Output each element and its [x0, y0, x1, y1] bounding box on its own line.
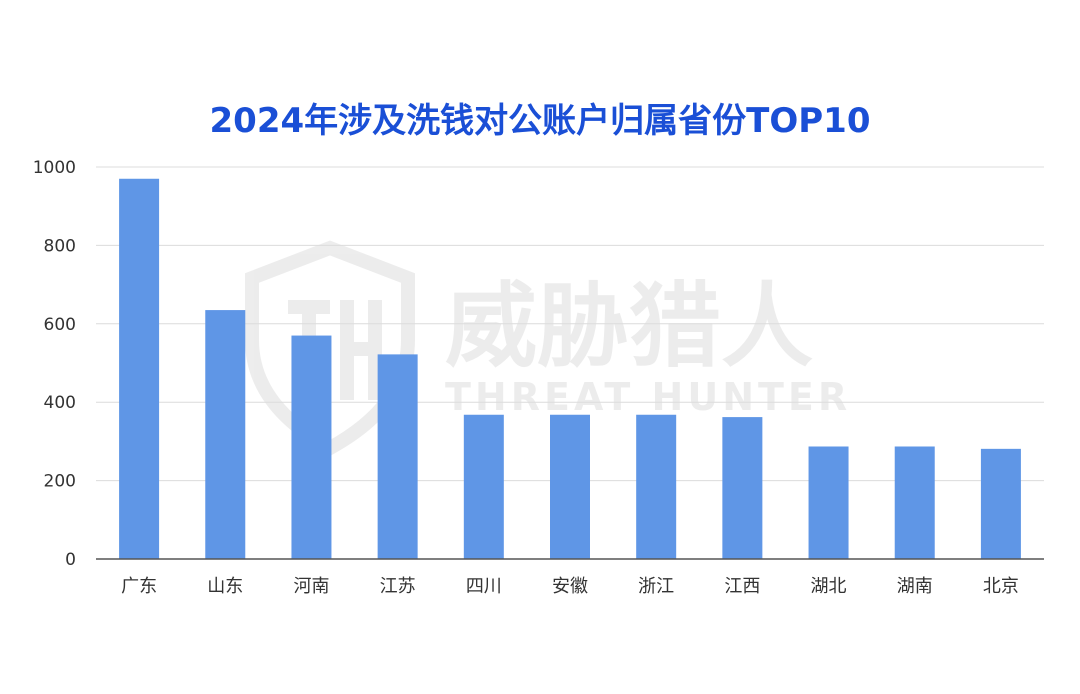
x-tick-label: 广东 — [121, 576, 157, 597]
bar-9 — [894, 446, 935, 559]
bar-4 — [463, 414, 504, 559]
x-tick-label: 安徽 — [552, 576, 588, 597]
y-tick-label: 800 — [44, 236, 76, 256]
x-tick-label: 江西 — [724, 576, 760, 597]
watermark: 威胁猎人 THREAT HUNTER — [245, 240, 851, 456]
y-tick-label: 1000 — [33, 158, 76, 178]
bar-8 — [808, 446, 849, 559]
bar-0 — [119, 178, 160, 559]
y-axis: 0 200 400 600 800 1000 — [33, 158, 76, 570]
bar-10 — [980, 448, 1021, 559]
x-tick-label: 湖南 — [897, 576, 933, 597]
y-tick-label: 400 — [44, 393, 76, 413]
x-tick-label: 四川 — [466, 576, 502, 597]
grid — [96, 166, 1044, 482]
x-tick-label: 湖北 — [811, 576, 847, 597]
x-tick-label: 江苏 — [380, 576, 416, 597]
x-tick-label: 山东 — [207, 576, 243, 597]
watermark-cn: 威胁猎人 — [445, 273, 813, 380]
chart-title: 2024年涉及洗钱对公账户归属省份TOP10 — [210, 101, 871, 141]
bar-7 — [722, 417, 763, 559]
bar-6 — [636, 414, 677, 559]
watermark-en: THREAT HUNTER — [445, 375, 851, 419]
y-tick-label: 0 — [65, 550, 76, 570]
x-axis-labels: 广东 山东 河南 江苏 四川 安徽 浙江 江西 湖北 湖南 北京 — [121, 576, 1019, 597]
bar-5 — [550, 414, 590, 559]
y-tick-label: 200 — [44, 472, 76, 492]
bar-2 — [291, 335, 332, 559]
x-tick-label: 浙江 — [638, 576, 674, 597]
bar-1 — [205, 310, 246, 559]
y-tick-label: 600 — [44, 315, 76, 335]
x-tick-label: 河南 — [293, 576, 329, 597]
x-tick-label: 北京 — [983, 576, 1019, 597]
bar-3 — [377, 354, 418, 559]
bars — [119, 178, 1021, 559]
